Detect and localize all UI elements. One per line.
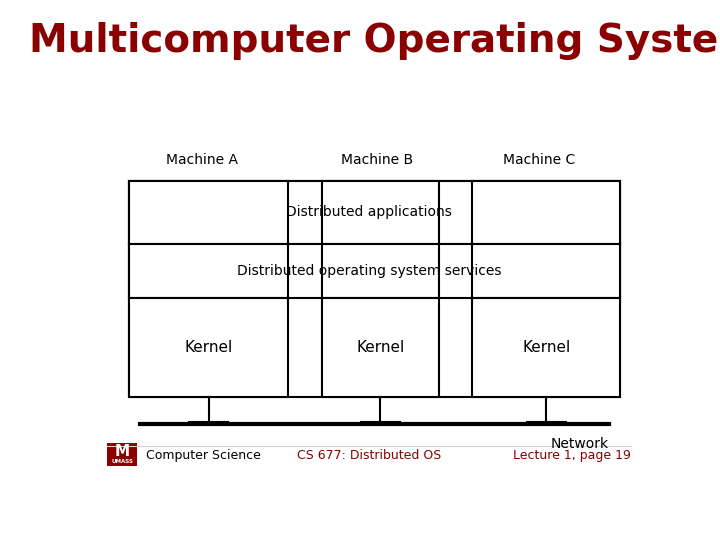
Text: Kernel: Kernel — [356, 340, 405, 355]
Text: Lecture 1, page 19: Lecture 1, page 19 — [513, 449, 631, 462]
Text: Multicomputer Operating Systems: Multicomputer Operating Systems — [29, 22, 720, 59]
Bar — [322, 181, 438, 244]
Text: Network: Network — [551, 437, 609, 451]
Text: Machine B: Machine B — [341, 153, 413, 167]
Bar — [129, 298, 288, 397]
Text: Kernel: Kernel — [184, 340, 233, 355]
Bar — [129, 244, 288, 298]
Text: Machine C: Machine C — [503, 153, 575, 167]
Bar — [472, 181, 620, 244]
Text: CS 677: Distributed OS: CS 677: Distributed OS — [297, 449, 441, 462]
Bar — [322, 298, 438, 397]
Bar — [129, 181, 288, 244]
Text: Computer Science: Computer Science — [145, 449, 261, 462]
Bar — [129, 181, 620, 397]
Bar — [472, 298, 620, 397]
Text: Distributed applications: Distributed applications — [286, 205, 452, 219]
Bar — [129, 244, 620, 298]
Text: Machine A: Machine A — [166, 153, 238, 167]
Text: M: M — [114, 444, 130, 460]
Bar — [322, 244, 438, 298]
Bar — [472, 244, 620, 298]
Bar — [107, 443, 138, 466]
Text: UMASS: UMASS — [111, 458, 133, 463]
Bar — [129, 181, 620, 244]
Text: Kernel: Kernel — [522, 340, 570, 355]
Text: Distributed operating system services: Distributed operating system services — [237, 264, 501, 278]
